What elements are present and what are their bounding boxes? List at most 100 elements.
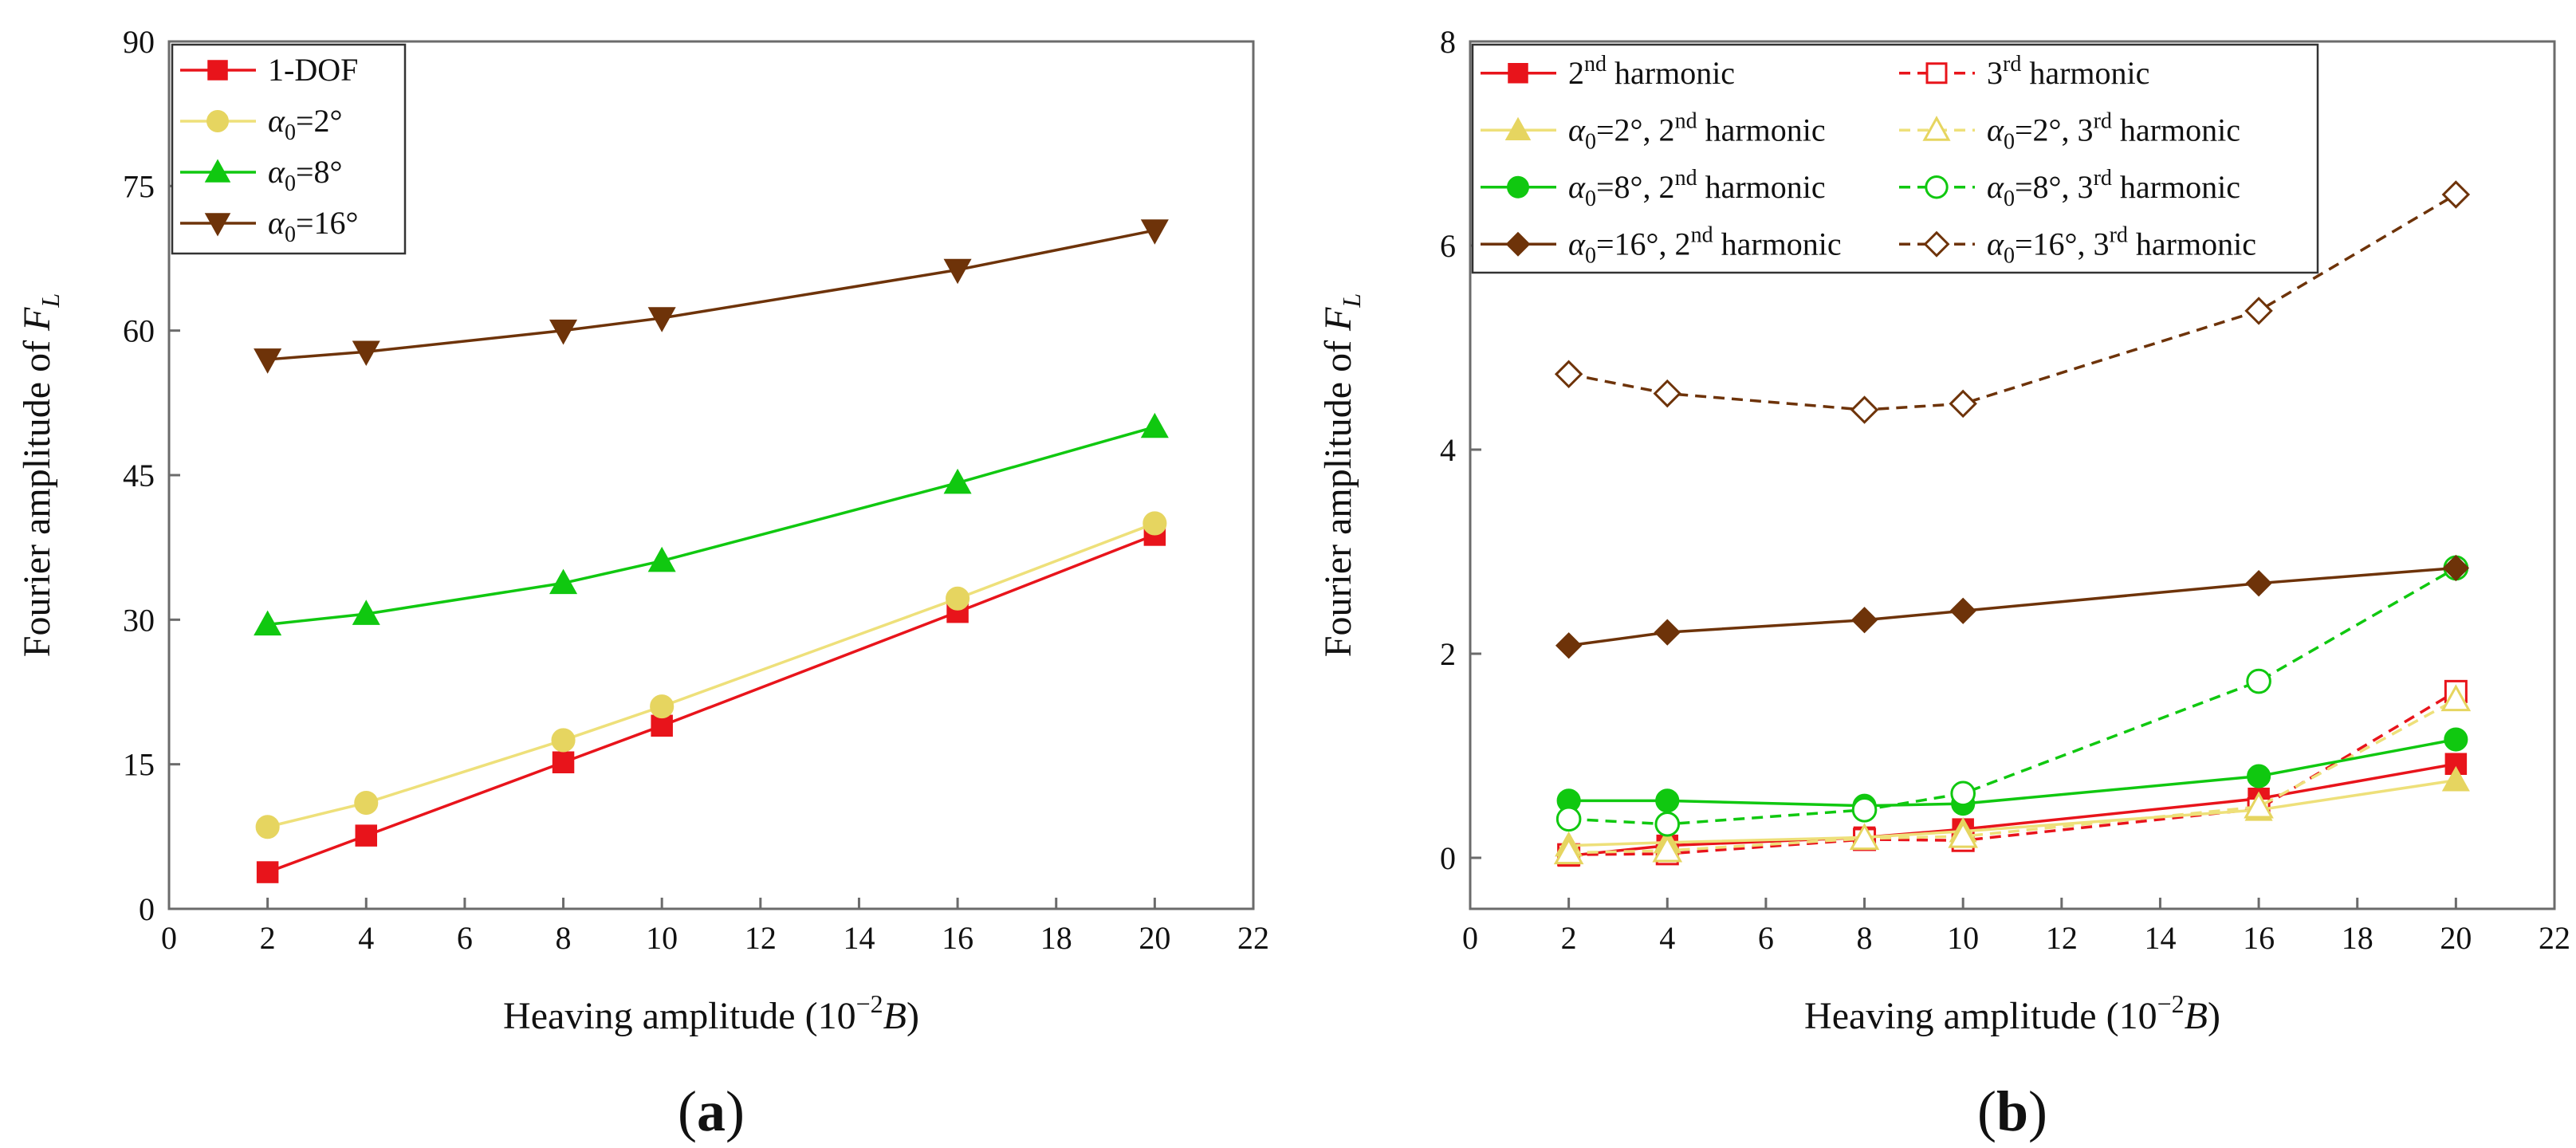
series-1	[1557, 753, 2468, 867]
data-point	[354, 790, 379, 816]
x-tick-label: 16	[942, 920, 973, 956]
legend-label: α0=2°	[268, 103, 343, 145]
legend-item: α0=16°, 3rd harmonic	[1899, 222, 2256, 268]
y-axis-title: Fourier amplitude of FL	[16, 293, 65, 657]
series-3	[1555, 765, 2470, 857]
legend-marker	[1923, 230, 1950, 258]
chart-panel-b: 0 2 4 6 8 10 12 14 16 18 20 22 0 2 4 6 8 Heaving amplitud…	[1317, 24, 2570, 1143]
data-point	[1851, 797, 1878, 823]
series-line	[1568, 690, 2457, 856]
data-point	[551, 728, 576, 753]
data-point	[255, 815, 280, 839]
x-tick-label: 6	[457, 920, 473, 956]
x-tick-label: 4	[358, 920, 374, 956]
series-7	[1555, 554, 2470, 659]
data-point	[2247, 764, 2271, 788]
data-point	[1653, 379, 1681, 408]
data-point	[2442, 554, 2470, 582]
legend-marker	[1508, 63, 1528, 84]
y-tick-label: 15	[123, 747, 155, 783]
legend-label: α0=8°	[268, 154, 343, 196]
series-2	[1557, 679, 2468, 867]
data-point	[549, 568, 578, 595]
x-tick-label: 0	[1462, 920, 1478, 956]
series-line	[1568, 566, 2457, 826]
data-point	[2444, 727, 2468, 752]
series-4	[254, 219, 1169, 374]
data-point	[1948, 820, 1978, 848]
data-point	[256, 861, 279, 883]
data-point	[355, 824, 378, 847]
x-axis-title: Heaving amplitude (10−2B)	[1804, 989, 2220, 1037]
data-point	[1850, 607, 1878, 634]
x-tick-label: 22	[1237, 920, 1269, 956]
series-8	[1554, 180, 2471, 424]
series-1	[256, 524, 1166, 883]
legend-label: α0=2°, 3rd harmonic	[1987, 108, 2240, 154]
y-tick-label: 30	[123, 602, 155, 638]
data-point	[2244, 297, 2273, 325]
x-axis: 0 2 4 6 8 10 12 14 16 18 20 22	[1462, 898, 2570, 956]
data-point	[647, 546, 676, 572]
data-point	[1950, 780, 1976, 807]
series-4	[1553, 684, 2472, 865]
data-point	[1849, 823, 1880, 851]
series-line	[267, 425, 1155, 627]
legend-marker	[206, 110, 229, 132]
legend-marker	[204, 159, 231, 183]
y-tick-label: 0	[1440, 840, 1456, 876]
x-tick-label: 20	[1139, 920, 1170, 956]
data-point	[943, 258, 972, 285]
data-point	[1555, 632, 1583, 659]
data-point	[943, 468, 972, 494]
y-tick-label: 90	[123, 24, 155, 60]
y-tick-label: 8	[1440, 24, 1456, 60]
data-point	[1652, 835, 1683, 863]
legend-item: 1-DOF	[180, 52, 358, 88]
legend: 1-DOF α0=2° α0=8° α0=16°	[171, 43, 407, 255]
legend-item: α0=8°, 3rd harmonic	[1899, 166, 2240, 211]
panel-label: (b)	[1977, 1079, 2047, 1143]
data-point	[352, 340, 380, 367]
chart-panel-a: 0 2 4 6 8 10 12 14 16 18 20 22 0 15 30 45 60 75 90 Heaving …	[16, 24, 1269, 1143]
series-line	[267, 533, 1156, 874]
x-tick-label: 8	[556, 920, 572, 956]
series-line	[1568, 737, 2456, 808]
data-point	[651, 714, 673, 737]
legend-item: 2nd harmonic	[1481, 52, 1735, 91]
data-point	[1654, 811, 1681, 837]
y-tick-label: 2	[1440, 636, 1456, 672]
x-tick-label: 6	[1758, 920, 1774, 956]
y-tick-label: 60	[123, 313, 155, 349]
data-point	[1142, 511, 1167, 536]
legend-box	[1471, 43, 2319, 274]
legend-item: α0=2°, 3rd harmonic	[1899, 108, 2240, 154]
data-point	[1555, 806, 1582, 832]
data-point	[2244, 791, 2274, 819]
x-tick-label: 8	[1857, 920, 1873, 956]
legend-marker	[204, 213, 231, 237]
data-point	[254, 348, 282, 374]
x-tick-label: 12	[745, 920, 777, 956]
data-point	[1554, 360, 1583, 389]
series-line	[1568, 698, 2457, 855]
x-tick-label: 12	[2046, 920, 2078, 956]
legend-item: α0=2°	[180, 103, 343, 145]
legend-label: 1-DOF	[268, 52, 358, 88]
x-tick-label: 22	[2539, 920, 2570, 956]
y-axis: 0 2 4 6 8	[1440, 24, 1481, 876]
data-point	[946, 586, 970, 611]
x-tick-label: 2	[260, 920, 276, 956]
x-tick-label: 4	[1659, 920, 1675, 956]
data-point	[1654, 619, 1681, 646]
series-2	[255, 511, 1167, 839]
data-point	[1655, 788, 1680, 813]
x-tick-label: 10	[646, 920, 678, 956]
x-tick-label: 20	[2440, 920, 2472, 956]
y-tick-label: 75	[123, 168, 155, 204]
legend-label: α0=16°, 3rd harmonic	[1987, 222, 2256, 268]
x-tick-label: 18	[1040, 920, 1072, 956]
legend-item: 3rd harmonic	[1899, 52, 2149, 91]
data-point	[650, 694, 674, 719]
